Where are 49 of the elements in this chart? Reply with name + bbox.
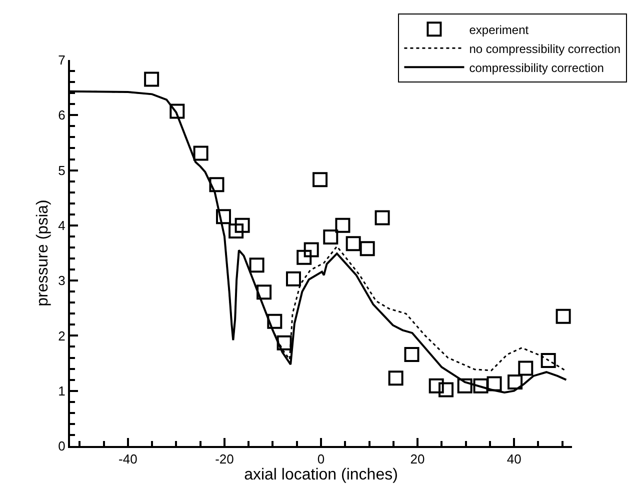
legend-label: no compressibility correction bbox=[469, 42, 621, 56]
y-tick-label: 6 bbox=[58, 108, 66, 123]
point bbox=[304, 242, 319, 258]
legend-label: experiment bbox=[469, 22, 530, 37]
y-axis-title: pressure (psia) bbox=[34, 200, 52, 306]
point bbox=[267, 314, 282, 329]
point bbox=[312, 172, 328, 188]
point bbox=[249, 258, 264, 273]
point bbox=[144, 72, 160, 87]
y-tick-label: 0 bbox=[58, 438, 66, 454]
point bbox=[234, 218, 250, 233]
x-tick-label: 20 bbox=[410, 452, 425, 467]
point bbox=[209, 177, 224, 192]
point bbox=[286, 271, 301, 286]
x-tick-label: -40 bbox=[118, 452, 138, 467]
point bbox=[473, 378, 488, 394]
point bbox=[170, 104, 185, 119]
point bbox=[508, 374, 523, 390]
point bbox=[216, 209, 231, 224]
point bbox=[256, 284, 272, 300]
y-tick-label: 2 bbox=[58, 328, 66, 344]
x-axis-title: axial location (inches) bbox=[244, 466, 398, 484]
y-tick-label: 3 bbox=[58, 273, 66, 288]
point bbox=[457, 378, 472, 394]
point bbox=[540, 353, 556, 368]
x-tick-label: 0 bbox=[317, 452, 325, 467]
point bbox=[276, 335, 292, 350]
y-tick-label: 7 bbox=[58, 52, 66, 68]
point bbox=[228, 223, 244, 238]
point bbox=[556, 308, 571, 324]
point bbox=[374, 210, 390, 226]
point bbox=[404, 346, 420, 362]
x-tick-label: 40 bbox=[506, 452, 522, 467]
point bbox=[346, 236, 361, 252]
point bbox=[438, 382, 454, 398]
point bbox=[486, 376, 502, 392]
y-tick-label: 1 bbox=[58, 383, 66, 398]
point bbox=[296, 250, 312, 265]
y-tick-label: 5 bbox=[58, 162, 66, 178]
y-tick-label: 4 bbox=[58, 218, 66, 233]
x-tick-label: -20 bbox=[215, 452, 234, 467]
point bbox=[360, 241, 375, 256]
point bbox=[518, 360, 534, 376]
point bbox=[193, 146, 208, 161]
point bbox=[428, 378, 444, 394]
legend-label: compressibility correction bbox=[469, 60, 604, 75]
point bbox=[323, 230, 338, 245]
point bbox=[388, 370, 404, 386]
point bbox=[335, 218, 350, 233]
